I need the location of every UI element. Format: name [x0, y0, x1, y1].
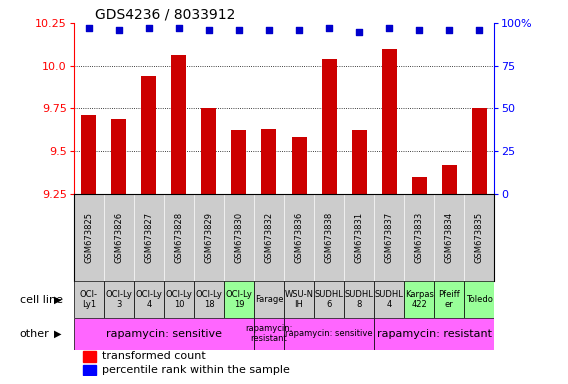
Text: Toledo: Toledo	[466, 295, 492, 304]
Text: GSM673825: GSM673825	[85, 212, 93, 263]
Point	[415, 27, 424, 33]
Text: GSM673834: GSM673834	[445, 212, 454, 263]
Point	[445, 27, 454, 33]
Text: GSM673827: GSM673827	[144, 212, 153, 263]
Point	[324, 25, 333, 31]
Bar	[321, 59, 336, 194]
Bar	[232, 131, 247, 194]
Text: transformed count: transformed count	[102, 351, 206, 361]
Bar	[172, 55, 186, 194]
Text: other: other	[20, 329, 49, 339]
Text: OCI-Ly
3: OCI-Ly 3	[106, 290, 132, 309]
Point	[265, 27, 274, 33]
Bar	[111, 119, 126, 194]
Bar	[442, 165, 457, 194]
Bar	[464, 281, 494, 318]
Text: SUDHL
8: SUDHL 8	[345, 290, 374, 309]
Bar	[374, 281, 404, 318]
Point	[84, 25, 93, 31]
Text: ▶: ▶	[53, 329, 61, 339]
Text: Pfeiff
er: Pfeiff er	[438, 290, 460, 309]
Text: percentile rank within the sample: percentile rank within the sample	[102, 365, 290, 375]
Text: GDS4236 / 8033912: GDS4236 / 8033912	[95, 8, 235, 22]
Bar	[434, 281, 464, 318]
Text: GSM673826: GSM673826	[114, 212, 123, 263]
Bar	[141, 76, 156, 194]
Text: OCI-Ly
19: OCI-Ly 19	[225, 290, 252, 309]
Text: Farage: Farage	[254, 295, 283, 304]
Bar	[314, 281, 344, 318]
Bar	[74, 318, 254, 349]
Bar	[254, 318, 284, 349]
Text: GSM673833: GSM673833	[415, 212, 424, 263]
Text: OCI-Ly
10: OCI-Ly 10	[165, 290, 193, 309]
Point	[354, 28, 364, 35]
Text: GSM673837: GSM673837	[385, 212, 394, 263]
Bar	[291, 137, 307, 194]
Text: GSM673829: GSM673829	[204, 212, 214, 263]
Text: SUDHL
6: SUDHL 6	[315, 290, 344, 309]
Point	[204, 27, 214, 33]
Text: GSM673832: GSM673832	[265, 212, 273, 263]
Bar	[284, 318, 374, 349]
Bar	[164, 281, 194, 318]
Text: cell line: cell line	[20, 295, 63, 305]
Text: OCI-
Ly1: OCI- Ly1	[80, 290, 98, 309]
Text: rapamycin:
resistant: rapamycin: resistant	[245, 324, 293, 343]
Bar	[83, 365, 97, 375]
Text: WSU-N
IH: WSU-N IH	[285, 290, 314, 309]
Bar	[261, 129, 277, 194]
Bar	[202, 108, 216, 194]
Text: OCI-Ly
4: OCI-Ly 4	[135, 290, 162, 309]
Text: GSM673828: GSM673828	[174, 212, 183, 263]
Bar	[344, 281, 374, 318]
Bar	[471, 108, 487, 194]
Bar	[74, 281, 104, 318]
Point	[235, 27, 244, 33]
Text: Karpas
422: Karpas 422	[404, 290, 433, 309]
Bar	[404, 281, 434, 318]
Bar	[382, 49, 396, 194]
Bar	[352, 131, 366, 194]
Text: GSM673830: GSM673830	[235, 212, 244, 263]
Text: OCI-Ly
18: OCI-Ly 18	[195, 290, 223, 309]
Bar	[284, 281, 314, 318]
Bar	[194, 281, 224, 318]
Point	[294, 27, 303, 33]
Text: ▶: ▶	[53, 295, 61, 305]
Text: SUDHL
4: SUDHL 4	[375, 290, 403, 309]
Bar	[254, 281, 284, 318]
Bar	[83, 351, 97, 362]
Bar	[134, 281, 164, 318]
Point	[114, 27, 123, 33]
Text: rapamycin: sensitive: rapamycin: sensitive	[285, 329, 373, 338]
Text: rapamycin: sensitive: rapamycin: sensitive	[106, 329, 222, 339]
Point	[144, 25, 153, 31]
Text: GSM673835: GSM673835	[475, 212, 483, 263]
Text: GSM673836: GSM673836	[295, 212, 303, 263]
Bar	[412, 177, 427, 194]
Text: rapamycin: resistant: rapamycin: resistant	[377, 329, 492, 339]
Text: GSM673831: GSM673831	[354, 212, 364, 263]
Point	[385, 25, 394, 31]
Bar	[224, 281, 254, 318]
Text: GSM673838: GSM673838	[324, 212, 333, 263]
Bar	[104, 281, 134, 318]
Bar	[374, 318, 494, 349]
Bar	[81, 115, 97, 194]
Point	[475, 27, 484, 33]
Point	[174, 25, 183, 31]
